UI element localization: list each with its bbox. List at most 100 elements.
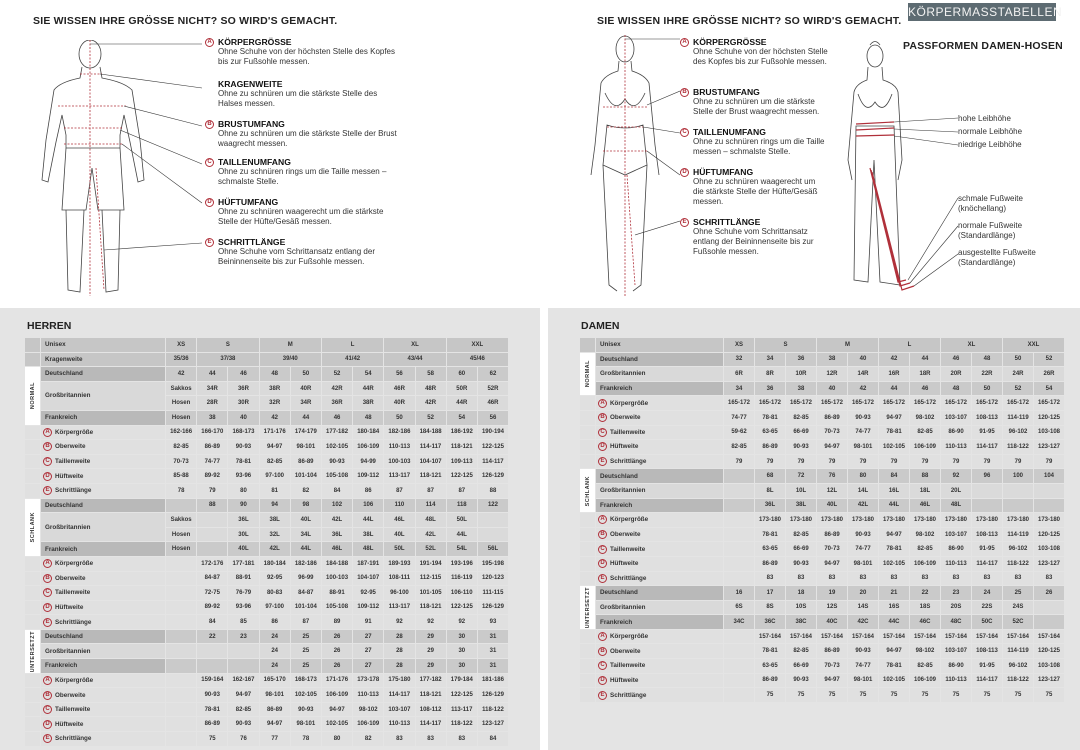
measure-cell: 92-95 <box>353 586 384 600</box>
measure-cell: 120-125 <box>1034 527 1064 542</box>
annotation-text: Ohne zu schnüren rings um die Taille mes… <box>218 167 387 186</box>
size-cell: 72 <box>786 469 816 483</box>
measure-cell: 86-89 <box>197 440 228 454</box>
size-cell: 36L <box>755 498 785 513</box>
measure-cell: 180-184 <box>259 556 290 571</box>
circled-letter-icon: C <box>43 588 52 598</box>
measure-label: Taillenweite <box>55 458 91 466</box>
measure-row-label: A Körpergröße <box>596 513 723 527</box>
measure-cell: 98-102 <box>910 644 940 659</box>
size-cell: 56 <box>384 367 415 381</box>
annotation-körpergrösse: A KÖRPERGRÖSSE Ohne Schuhe von der höchste… <box>680 37 828 67</box>
measure-cell: 79 <box>755 454 785 469</box>
measure-cell: 94-97 <box>228 688 259 702</box>
size-cell: 36L <box>321 527 353 542</box>
annotation-heading: BRUSTUMFANG <box>693 87 760 97</box>
size-cell: 54L <box>446 542 477 556</box>
measure-cell: 105-108 <box>321 600 353 615</box>
measure-cell: 94-97 <box>817 556 847 571</box>
measure-cell: 189-193 <box>384 556 415 571</box>
country-label: Deutschland <box>41 629 165 644</box>
measure-cell <box>724 556 754 571</box>
size-cell: 58 <box>415 367 446 381</box>
measure-cell: 83 <box>1034 571 1064 586</box>
measure-cell: 110-113 <box>941 556 971 571</box>
size-cell: 40L <box>228 542 259 556</box>
size-cell <box>1034 600 1064 615</box>
size-cell <box>197 644 228 659</box>
section-label-untersetzt: UNTERSETZT <box>580 586 595 629</box>
measure-cell: 105-108 <box>321 469 353 483</box>
circled-letter-icon: B <box>43 690 52 700</box>
measure-cell: 110-113 <box>353 688 384 702</box>
size-cell: 42R <box>415 396 446 410</box>
size-group-header: 41/42 <box>321 352 384 367</box>
circled-letter-icon: E <box>598 573 607 583</box>
measure-label: Oberweite <box>55 443 86 451</box>
annotation-schrittlänge: E SCHRITTLÄNGE Ohne Schuhe vom Schrittansa… <box>205 237 403 267</box>
section-name: UNTERSETZT <box>584 586 591 629</box>
section-name: NORMAL <box>584 360 591 388</box>
circled-letter-icon: A <box>598 515 607 525</box>
header-label: Kragenweite <box>41 352 165 367</box>
measure-cell: 74-77 <box>848 659 878 673</box>
measure-cell: 171-176 <box>259 425 290 440</box>
measure-cell: 173-180 <box>848 513 878 527</box>
size-cell: 52L <box>415 542 446 556</box>
size-cell: 28 <box>384 659 415 673</box>
circled-letter-icon: B <box>598 413 607 423</box>
size-cell: 12S <box>817 600 847 615</box>
measure-cell: 162-167 <box>228 673 259 688</box>
measure-cell: 102-105 <box>321 440 353 454</box>
size-cell: 44 <box>879 381 909 396</box>
size-cell: 23 <box>941 586 971 600</box>
header-spacer <box>25 352 40 367</box>
measure-cell: 90-93 <box>786 556 816 571</box>
measure-cell: 75 <box>755 688 785 702</box>
measure-cell: 103-108 <box>1034 542 1064 556</box>
measure-cell: 173-180 <box>879 513 909 527</box>
measure-cell: 91-95 <box>972 425 1002 440</box>
size-cell: 38 <box>786 381 816 396</box>
annotation-text: Ohne zu schnüren waagerecht um die stärk… <box>693 177 818 206</box>
size-cell: 18S <box>910 600 940 615</box>
annotation-brustumfang: B BRUSTUMFANG Ohne zu schnüren um die stär… <box>205 119 403 149</box>
measure-row-label: C Taillenweite <box>41 586 165 600</box>
measure-cell: 90-93 <box>848 410 878 425</box>
measure-cell: 114-117 <box>415 717 446 732</box>
measure-cell: 113-117 <box>384 600 415 615</box>
measure-cell: 86-90 <box>941 659 971 673</box>
measure-spacer <box>580 571 595 586</box>
koerpermasstabellen-banner: KÖRPERMASSTABELLEN <box>908 3 1063 21</box>
measure-spacer <box>580 425 595 440</box>
size-cell: 25 <box>1003 586 1033 600</box>
measure-cell: 97-100 <box>259 469 290 483</box>
measure-cell: 165-172 <box>817 396 847 410</box>
measure-spacer <box>25 469 40 483</box>
measure-cell: 70-73 <box>817 659 847 673</box>
measure-cell: 166-170 <box>197 425 228 440</box>
measure-cell: 109-113 <box>446 454 477 469</box>
annotation-text: Ohne Schuhe von der höchsten Stelle des … <box>693 47 828 66</box>
measure-cell: 78-81 <box>879 542 909 556</box>
size-cell: 76 <box>817 469 847 483</box>
size-cell: 98 <box>290 498 321 513</box>
measure-row-label: B Oberweite <box>596 644 723 659</box>
size-cell: 34R <box>197 381 228 396</box>
size-cell: 34R <box>290 396 321 410</box>
measure-cell: 118-122 <box>1003 673 1033 688</box>
size-group-header: S <box>755 338 816 352</box>
size-cell: 54 <box>1034 381 1064 396</box>
size-cell: 29 <box>415 644 446 659</box>
annotation-heading: BRUSTUMFANG <box>218 119 285 129</box>
circled-letter-icon: D <box>598 559 607 569</box>
measure-cell: 79 <box>910 454 940 469</box>
annotation-kragenweite: KRAGENWEITE Ohne zu schnüren um die stärk… <box>218 79 403 109</box>
measure-cell: 114-119 <box>1003 527 1033 542</box>
measure-cell: 173-180 <box>910 513 940 527</box>
measure-cell: 98-102 <box>910 527 940 542</box>
size-cell: 25 <box>290 629 321 644</box>
measure-cell: 79 <box>817 454 847 469</box>
size-group-header: XL <box>384 338 446 352</box>
measure-cell: 92 <box>446 615 477 629</box>
